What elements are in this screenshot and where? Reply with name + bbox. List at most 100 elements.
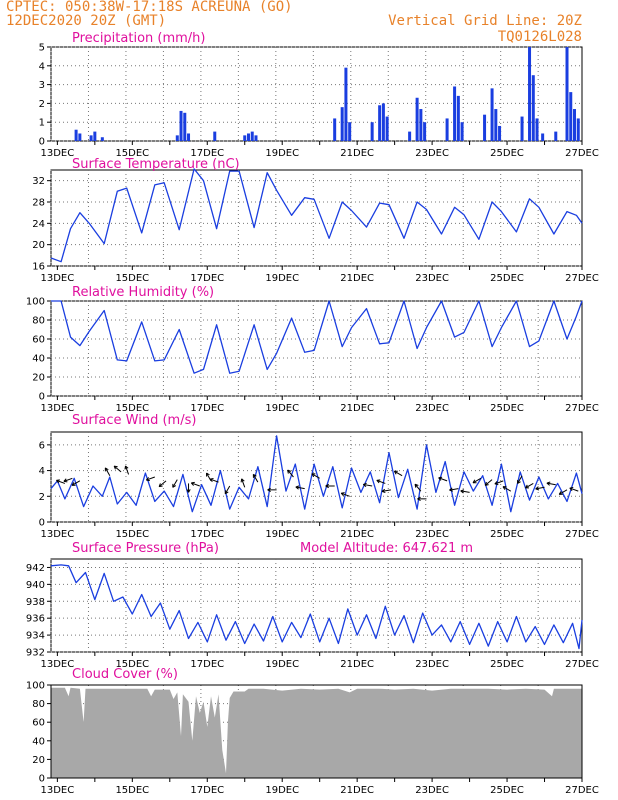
precip-bar (246, 133, 250, 141)
x-tick-label: 19DEC (265, 659, 299, 670)
wind-arrow-shaft (146, 476, 155, 481)
wind-arrow-head (325, 485, 329, 489)
x-tick-label: 25DEC (490, 403, 524, 414)
wind-arrow-shaft (558, 489, 568, 495)
plot-frame (50, 558, 583, 653)
y-tick-label: 2 (39, 99, 45, 110)
precip-bar (213, 131, 217, 141)
precip-bar (415, 97, 419, 141)
wind-arrow (71, 480, 81, 486)
x-tick-label: 23DEC (415, 529, 449, 540)
wind-arrow (494, 480, 504, 485)
wind-arrow-shaft (104, 467, 111, 476)
wind-arrow (63, 477, 73, 483)
precip-bar (453, 86, 457, 141)
wind-arrow-head (124, 465, 126, 470)
panels: 0 1 2 3 4 5 13DEC 15DEC 17DEC 19DEC 21DEC 23DEC 25DE… (26, 31, 599, 796)
x-tick-label: 17DEC (190, 529, 224, 540)
wind-arrow-head (546, 482, 550, 486)
wind-arrow-head (460, 490, 464, 494)
wind-arrow-shaft (438, 477, 448, 482)
x-tick-label: 13DEC (41, 659, 75, 670)
y-tick-label: 0 (39, 392, 45, 403)
wind-arrow-head (438, 477, 442, 481)
wind-arrow (224, 485, 231, 495)
x-tick-label: 19DEC (265, 148, 299, 159)
wind-arrow-shaft (502, 486, 512, 492)
precip-bar (573, 109, 577, 141)
precip-bar (348, 122, 352, 141)
x-tick-label: 13DEC (41, 785, 75, 796)
wind-arrow (417, 496, 427, 501)
x-tick-label: 23DEC (415, 785, 449, 796)
wind-arrow-shaft (311, 473, 320, 479)
x-tick-label: 17DEC (190, 785, 224, 796)
wind-arrow-shaft (287, 469, 294, 478)
y-tick-label: 100 (26, 681, 45, 692)
wind-arrow (414, 483, 422, 492)
panel-press: 932 934 936 938 940 942 13DEC 15DEC 17DEC 19DEC 21… (26, 541, 599, 670)
wind-arrow-shaft (376, 479, 386, 484)
y-tick-label: 4 (39, 61, 45, 72)
wind-arrow-shaft (381, 489, 391, 492)
x-tick-label: 15DEC (115, 529, 149, 540)
x-tick-label: 27DEC (565, 403, 599, 414)
wind-arrow-head (295, 486, 299, 490)
x-tick-label: 21DEC (340, 273, 374, 284)
precip-bar (175, 135, 179, 141)
precip-bar (370, 122, 374, 141)
wind-arrow-head (502, 486, 506, 490)
header-model-code: TQ0126L028 (498, 29, 582, 45)
x-tick-label: 17DEC (190, 148, 224, 159)
series-line (50, 168, 583, 263)
wind-arrow-head (376, 480, 380, 484)
precip-bar (344, 67, 348, 141)
y-tick-label: 932 (26, 648, 45, 659)
x-tick-label: 19DEC (265, 273, 299, 284)
panel-rh: 0 20 40 60 80 100 13DEC 15DEC 17DEC 19DEC 21DEC 23D… (26, 285, 599, 414)
wind-arrow (472, 477, 482, 484)
precip-bar (74, 129, 78, 141)
wind-arrow-shaft (341, 492, 350, 497)
y-tick-label: 938 (26, 597, 45, 608)
wind-arrow (558, 489, 568, 495)
wind-arrow (484, 479, 493, 486)
y-tick-label: 20 (32, 240, 45, 251)
plot-frame-top (50, 684, 583, 779)
precip-bar (490, 88, 494, 141)
wind-arrow (172, 479, 178, 488)
plot-frame (50, 169, 583, 267)
panel-title: Surface Wind (m/s) (72, 413, 196, 428)
wind-arrow-head (311, 473, 315, 478)
wind-arrow (104, 467, 111, 476)
precip-bar (183, 112, 187, 141)
precip-bar (385, 116, 389, 141)
x-tick-label: 15DEC (115, 659, 149, 670)
x-tick-label: 13DEC (41, 403, 75, 414)
y-tick-label: 100 (26, 297, 45, 308)
y-tick-label: 6 (39, 440, 45, 451)
wind-arrow-shaft (363, 483, 373, 487)
x-tick-label: 23DEC (415, 403, 449, 414)
y-tick-label: 936 (26, 614, 45, 625)
panel-wind: 0 2 4 6 13DEC 15DEC 17DEC 19DEC 21DEC 23DEC 25DEC 2… (39, 413, 599, 540)
plot-frame (50, 300, 583, 397)
wind-arrow-head (190, 482, 195, 486)
wind-arrow (124, 465, 130, 475)
wind-arrow-head (362, 484, 367, 488)
precip-bar (254, 135, 258, 141)
wind-arrow (209, 478, 219, 483)
y-tick-label: 20 (32, 373, 45, 384)
precip-bar (250, 131, 254, 141)
precip-bar (483, 114, 487, 141)
wind-arrow (240, 478, 246, 488)
precip-bar (89, 135, 93, 141)
wind-arrow (517, 475, 523, 484)
wind-arrow-head (209, 478, 213, 483)
y-tick-label: 40 (32, 354, 45, 365)
wind-arrow-shaft (394, 470, 403, 477)
y-tick-label: 0 (39, 774, 45, 785)
wind-arrow-shaft (569, 487, 579, 492)
wind-arrow-head (449, 489, 453, 492)
